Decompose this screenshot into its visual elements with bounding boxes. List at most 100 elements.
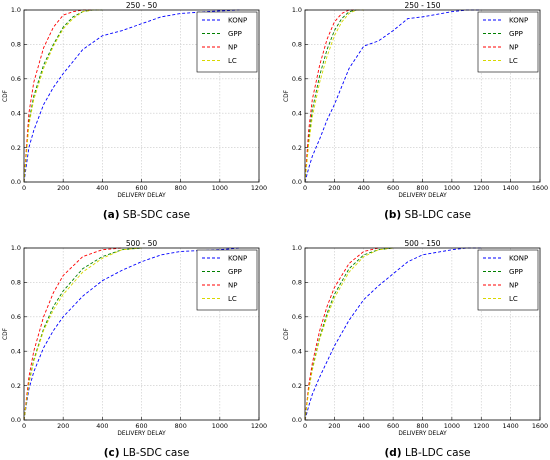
x-tick-label: 0 bbox=[303, 184, 307, 192]
series-line-lc bbox=[23, 247, 142, 421]
y-tick-label: 0.6 bbox=[11, 75, 21, 83]
y-tick-label: 1.0 bbox=[11, 6, 21, 14]
x-tick-label: 1000 bbox=[444, 184, 460, 192]
x-tick-label: 200 bbox=[328, 422, 340, 430]
legend-label-lc: LC bbox=[509, 295, 518, 303]
y-axis-label: CDF bbox=[284, 90, 290, 102]
legend-label-np: NP bbox=[509, 282, 518, 290]
plot-frame bbox=[23, 9, 260, 183]
y-tick-label: 0.8 bbox=[11, 279, 21, 287]
legend-label-gpp: GPP bbox=[509, 30, 523, 38]
y-tick-label: 0.8 bbox=[292, 279, 302, 287]
chart-title: 500 - 50 bbox=[126, 239, 158, 248]
plot-frame bbox=[304, 247, 541, 421]
x-tick-label: 600 bbox=[135, 184, 147, 192]
y-axis-label: CDF bbox=[3, 90, 9, 102]
x-tick-label: 1200 bbox=[251, 422, 267, 430]
x-tick-label: 1400 bbox=[502, 422, 518, 430]
figure-caption: (d) LB-LDC case bbox=[384, 447, 470, 459]
x-tick-label: 1000 bbox=[444, 422, 460, 430]
x-axis-label: DELIVERY DELAY bbox=[398, 431, 447, 437]
y-tick-label: 0.0 bbox=[11, 416, 21, 424]
x-tick-label: 0 bbox=[22, 184, 26, 192]
chart-panel-0: 0 200 400 600 800 1000 1200 0.0 0.2 0.4 0.6 0.8 1.0 2… bbox=[3, 1, 267, 221]
y-tick-label: 0.0 bbox=[11, 178, 21, 186]
legend-box bbox=[477, 249, 539, 311]
y-tick-label: 0.6 bbox=[11, 313, 21, 321]
legend-label-konp: KONP bbox=[228, 17, 247, 25]
x-tick-label: 800 bbox=[416, 422, 428, 430]
x-tick-label: 0 bbox=[303, 422, 307, 430]
chart-title: 500 - 150 bbox=[404, 239, 440, 248]
legend-label-lc: LC bbox=[509, 57, 518, 65]
x-tick-label: 600 bbox=[387, 184, 399, 192]
x-axis-label: DELIVERY DELAY bbox=[117, 193, 166, 199]
chart-title: 250 - 50 bbox=[126, 1, 158, 10]
x-tick-label: 0 bbox=[22, 422, 26, 430]
x-tick-label: 1000 bbox=[212, 422, 228, 430]
series-line-gpp bbox=[23, 247, 142, 421]
y-tick-label: 0.4 bbox=[292, 347, 302, 355]
legend-label-konp: KONP bbox=[509, 17, 528, 25]
legend-label-konp: KONP bbox=[509, 255, 528, 263]
x-tick-label: 200 bbox=[57, 422, 69, 430]
chart-panel-2: 0 200 400 600 800 1000 1200 0.0 0.2 0.4 0.6 0.8 1.0 5… bbox=[3, 239, 267, 459]
x-tick-label: 600 bbox=[135, 422, 147, 430]
figure-caption: (a) SB-SDC case bbox=[103, 209, 190, 221]
chart-panel-1: 0 200 400 600 800 1000 1200 1400 1600 0.0 0.2 0.4 0.… bbox=[284, 1, 548, 221]
x-tick-label: 800 bbox=[416, 184, 428, 192]
figure-caption: (b) SB-LDC case bbox=[384, 209, 471, 221]
legend-label-np: NP bbox=[509, 44, 518, 52]
x-tick-label: 400 bbox=[358, 184, 370, 192]
x-tick-label: 1200 bbox=[251, 184, 267, 192]
y-tick-label: 1.0 bbox=[11, 244, 21, 252]
y-tick-label: 0.2 bbox=[11, 144, 21, 152]
legend-label-konp: KONP bbox=[228, 255, 247, 263]
legend-box bbox=[196, 11, 258, 73]
x-tick-label: 1400 bbox=[502, 184, 518, 192]
legend: KONP GPP NP LC bbox=[196, 249, 258, 311]
chart-panel-3: 0 200 400 600 800 1000 1200 1400 1600 0.0 0.2 0.4 0.… bbox=[284, 239, 548, 459]
legend-box bbox=[477, 11, 539, 73]
y-tick-label: 0.0 bbox=[292, 416, 302, 424]
x-tick-label: 1200 bbox=[473, 184, 489, 192]
caption-label: (a) bbox=[103, 209, 120, 221]
series-line-lc bbox=[304, 247, 394, 421]
y-tick-label: 0.4 bbox=[292, 109, 302, 117]
y-tick-label: 0.0 bbox=[292, 178, 302, 186]
legend: KONP GPP NP LC bbox=[196, 11, 258, 73]
caption-text: SB-SDC case bbox=[123, 209, 190, 221]
x-tick-label: 800 bbox=[175, 422, 187, 430]
y-tick-label: 0.2 bbox=[11, 382, 21, 390]
chart-title: 250 - 150 bbox=[404, 1, 440, 10]
caption-label: (d) bbox=[384, 447, 401, 459]
y-axis-label: CDF bbox=[3, 328, 9, 340]
caption-label: (c) bbox=[104, 447, 120, 459]
series-line-lc bbox=[304, 9, 364, 183]
caption-label: (b) bbox=[384, 209, 401, 221]
y-tick-label: 1.0 bbox=[292, 6, 302, 14]
series-line-lc bbox=[23, 9, 103, 183]
x-tick-label: 600 bbox=[387, 422, 399, 430]
x-tick-label: 800 bbox=[175, 184, 187, 192]
x-tick-label: 400 bbox=[96, 422, 108, 430]
y-tick-label: 0.8 bbox=[292, 41, 302, 49]
x-tick-label: 200 bbox=[57, 184, 69, 192]
legend: KONP GPP NP LC bbox=[477, 11, 539, 73]
x-tick-label: 1600 bbox=[532, 184, 548, 192]
legend-label-lc: LC bbox=[228, 295, 237, 303]
series-line-konp bbox=[304, 9, 482, 183]
series-line-np bbox=[304, 9, 357, 183]
legend-label-np: NP bbox=[228, 44, 237, 52]
x-tick-label: 400 bbox=[96, 184, 108, 192]
x-tick-label: 1600 bbox=[532, 422, 548, 430]
x-axis-label: DELIVERY DELAY bbox=[398, 193, 447, 199]
y-tick-label: 0.4 bbox=[11, 347, 21, 355]
series-line-np bbox=[23, 9, 93, 183]
series-line-konp bbox=[23, 247, 240, 421]
y-tick-label: 0.2 bbox=[292, 144, 302, 152]
legend-label-gpp: GPP bbox=[228, 268, 242, 276]
figure-caption: (c) LB-SDC case bbox=[104, 447, 190, 459]
caption-text: LB-SDC case bbox=[123, 447, 189, 459]
